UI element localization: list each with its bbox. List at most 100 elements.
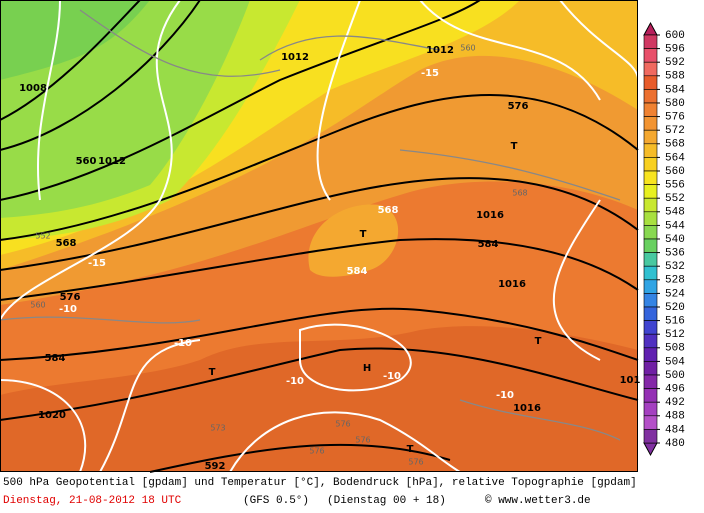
colorbar-box xyxy=(643,238,658,253)
contour xyxy=(0,0,639,473)
map-label: 560 xyxy=(460,44,475,53)
colorbar-box xyxy=(643,184,658,199)
map-label: T xyxy=(407,444,414,455)
colorbar-box xyxy=(643,89,658,104)
colorbar-box xyxy=(643,197,658,213)
map-label: 584 xyxy=(45,353,66,364)
colorbar-tick-label: 484 xyxy=(665,424,685,436)
map-label: T xyxy=(209,367,216,378)
map-label: 576 xyxy=(60,292,81,303)
isotherm xyxy=(0,0,638,472)
map-label: T xyxy=(511,141,518,152)
map-label: 1008 xyxy=(19,83,47,94)
map-label: 1012 xyxy=(281,52,309,63)
map-label: 101 xyxy=(620,375,641,386)
caption-run: (Dienstag 00 + 18) xyxy=(327,495,446,507)
colorbar-tick-label: 564 xyxy=(665,152,685,164)
map-label: -10 xyxy=(383,371,401,382)
map-label: 1012 xyxy=(98,156,126,167)
map-label: 573 xyxy=(210,424,225,433)
colorbar-box xyxy=(643,361,658,376)
map-label: 576 xyxy=(355,436,370,445)
colorbar-tick-label: 540 xyxy=(665,234,685,246)
caption-model: (GFS 0.5°) xyxy=(243,495,309,507)
band xyxy=(0,0,150,80)
colorbar-tick-label: 588 xyxy=(665,71,685,83)
colorbar-box xyxy=(643,102,658,117)
colorbar-box xyxy=(643,415,658,430)
map-label: 1012 xyxy=(426,45,454,56)
caption: 500 hPa Geopotential [gpdam] und Tempera… xyxy=(3,477,637,507)
map-label: 584 xyxy=(478,239,499,250)
colorbar-tick-label: 488 xyxy=(665,411,685,423)
colorbar-box xyxy=(643,401,658,417)
colorbar-box xyxy=(643,306,658,321)
pressure-line xyxy=(0,9,621,441)
map-label: -10 xyxy=(496,390,514,401)
colorbar-box xyxy=(643,279,658,294)
colorbar-box xyxy=(643,61,658,77)
colorbar-tick-label: 496 xyxy=(665,384,685,396)
colorbar-tick-label: 572 xyxy=(665,125,685,137)
colorbar-tick-label: 580 xyxy=(665,98,685,110)
map-label: T xyxy=(535,336,542,347)
colorbar-tick-label: 592 xyxy=(665,57,685,69)
map-label: 568 xyxy=(512,189,527,198)
map-label: 576 xyxy=(408,458,423,467)
colorbar-tick-label: 584 xyxy=(665,84,685,96)
colorbar-box xyxy=(643,293,658,308)
map-label: -10 xyxy=(286,376,304,387)
map-label: -10 xyxy=(174,338,192,349)
colorbar-tick-label: 568 xyxy=(665,139,685,151)
map-label: -15 xyxy=(88,258,106,269)
colorbar-box xyxy=(643,211,658,226)
colorbar-tick-label: 504 xyxy=(665,356,685,368)
colorbar-box xyxy=(643,129,658,145)
colorbar-tick-label: 508 xyxy=(665,343,685,355)
colorbar-tick-label: 532 xyxy=(665,261,685,273)
map-label: 584 xyxy=(347,266,368,277)
colorbar-tick-label: 548 xyxy=(665,207,685,219)
colorbar-tick-label: 480 xyxy=(665,438,685,450)
map-label: 576 xyxy=(309,447,324,456)
colorbar-box xyxy=(643,333,658,349)
colorbar-box xyxy=(643,374,658,389)
map-label: 560 xyxy=(30,301,45,310)
colorbar-box xyxy=(643,157,658,172)
colorbar-box xyxy=(643,34,658,49)
caption-date: Dienstag, 21-08-2012 18 UTC xyxy=(3,495,182,507)
colorbar-box xyxy=(643,48,658,63)
map-label: 576 xyxy=(335,420,350,429)
colorbar-tick-label: 500 xyxy=(665,370,685,382)
colorbar-tick-label: 596 xyxy=(665,44,685,56)
map-label: 552 xyxy=(35,232,50,241)
colorbar-tick-label: 576 xyxy=(665,112,685,124)
colorbar-box xyxy=(643,116,658,131)
colorbar-box xyxy=(643,429,658,444)
map-frame xyxy=(0,0,638,472)
map-label: 568 xyxy=(56,238,77,249)
map-label: H xyxy=(363,363,371,374)
colorbar-box xyxy=(643,252,658,267)
colorbar-box xyxy=(643,265,658,281)
map-label: -10 xyxy=(59,304,77,315)
colorbar-arrow xyxy=(643,21,658,36)
colorbar-tick-label: 512 xyxy=(665,329,685,341)
colorbar-box xyxy=(643,170,658,185)
map-label: 1016 xyxy=(498,279,526,290)
caption-title: 500 hPa Geopotential [gpdam] und Tempera… xyxy=(3,477,637,489)
colorbar-tick-label: 560 xyxy=(665,166,685,178)
map-label: 568 xyxy=(378,205,399,216)
colorbar-box xyxy=(643,388,658,403)
map-label: 1016 xyxy=(476,210,504,221)
map-labels: 1008 1012 1012 560 -15 576 T 560 1012 56… xyxy=(19,44,640,473)
colorbar-tick-label: 556 xyxy=(665,180,685,192)
band xyxy=(308,204,399,277)
map-label: 592 xyxy=(205,461,226,472)
colorbar-tick-label: 552 xyxy=(665,193,685,205)
colorbar-tick-label: 528 xyxy=(665,275,685,287)
map-label: 576 xyxy=(508,101,529,112)
map-label: T xyxy=(360,229,367,240)
colorbar-tick-label: 524 xyxy=(665,288,685,300)
